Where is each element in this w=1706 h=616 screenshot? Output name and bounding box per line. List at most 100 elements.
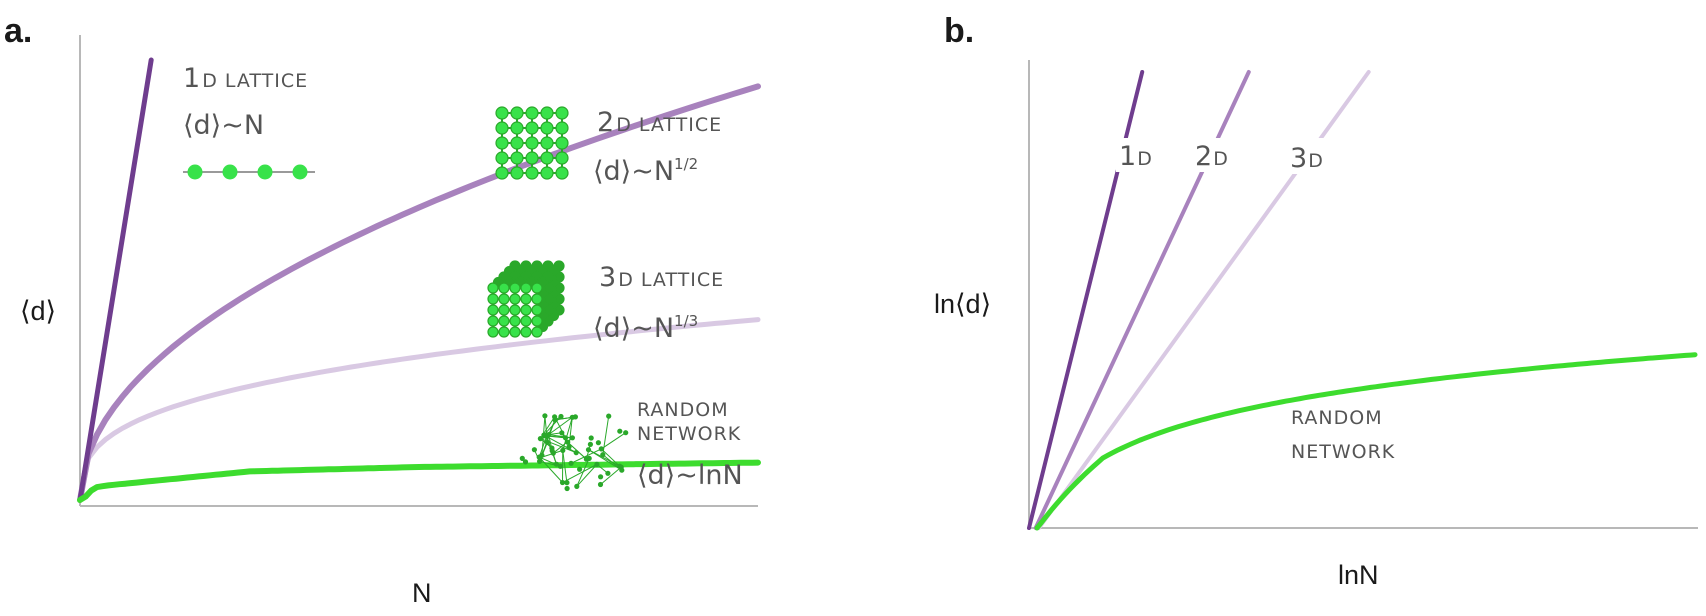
icon-1d-lattice-chain <box>183 164 315 180</box>
lattice-node <box>540 151 554 165</box>
lattice-node <box>510 151 524 165</box>
network-node <box>623 430 629 436</box>
network-node <box>564 485 570 492</box>
network-node <box>574 483 580 489</box>
panel-b: b. ln⟨d⟩ lnN 1D 2D 3D RANDOM NETWORK <box>934 12 1698 590</box>
network-edge <box>570 448 602 464</box>
lattice-node <box>555 121 569 135</box>
lattice-node <box>531 315 543 327</box>
network-edge <box>538 456 563 483</box>
lattice-node <box>540 121 554 135</box>
network-node <box>537 436 544 442</box>
lattice-node <box>555 106 569 120</box>
panel-a-x-label: N <box>412 578 432 608</box>
lattice-node <box>498 293 510 305</box>
series-3d-lattice-curve <box>77 317 761 503</box>
label-random-line2: NETWORK <box>637 423 741 445</box>
lattice-node <box>509 326 521 338</box>
panel-b-y-label: ln⟨d⟩ <box>934 289 991 319</box>
network-edge <box>548 416 573 436</box>
lattice-node <box>525 136 539 150</box>
network-node <box>541 432 547 438</box>
lattice-node <box>555 151 569 165</box>
panel-a-y-label: ⟨d⟩ <box>20 296 56 326</box>
network-node <box>605 470 611 476</box>
network-edge <box>600 466 622 485</box>
lattice-node <box>520 315 532 327</box>
network-edge <box>562 463 598 483</box>
network-node <box>542 413 548 419</box>
label-3d-bg <box>1288 138 1336 174</box>
series-2d-lattice-curve <box>77 83 761 503</box>
network-node <box>597 481 604 488</box>
formula-1d: ⟨d⟩~N <box>183 110 264 141</box>
label-random-line1: RANDOM <box>637 399 729 421</box>
network-node <box>568 460 574 466</box>
network-node <box>559 479 566 486</box>
network-node <box>566 444 572 450</box>
network-node <box>577 466 583 472</box>
panel-b-x-label: lnN <box>1338 560 1379 590</box>
lattice-node <box>525 166 539 180</box>
lattice-node <box>509 293 521 305</box>
lattice-node <box>540 136 554 150</box>
lattice-node <box>187 164 203 180</box>
label-b-3d: 3D <box>1290 143 1324 174</box>
lattice-node <box>495 106 509 120</box>
lattice-node <box>555 136 569 150</box>
lattice-node <box>509 282 521 294</box>
label-b-1d: 1D <box>1119 141 1153 172</box>
network-node <box>598 474 604 480</box>
lattice-node <box>257 164 273 180</box>
network-edge <box>562 450 568 483</box>
network-edge <box>576 458 590 487</box>
lattice-node <box>495 121 509 135</box>
lattice-node <box>510 121 524 135</box>
icon-3d-lattice-cube <box>487 260 565 338</box>
network-node <box>564 480 570 486</box>
label-2d-bg <box>1192 138 1240 172</box>
icon-random-network <box>519 413 629 492</box>
lattice-node <box>520 293 532 305</box>
network-edge <box>543 434 577 454</box>
lattice-node <box>520 304 532 316</box>
panel-a-letter: a. <box>4 12 32 50</box>
lattice-node <box>487 282 499 294</box>
lattice-node <box>510 136 524 150</box>
lattice-node <box>531 282 543 294</box>
lattice-node <box>495 151 509 165</box>
lattice-node <box>487 326 499 338</box>
series-1d-lattice-line <box>77 57 154 503</box>
network-node <box>559 430 565 436</box>
lattice-node <box>525 121 539 135</box>
lattice-node <box>487 293 499 305</box>
lattice-node <box>292 164 308 180</box>
network-edge <box>562 417 573 451</box>
label-1d-bg <box>1116 138 1164 172</box>
network-node <box>606 413 612 419</box>
lattice-node <box>540 106 554 120</box>
network-node <box>544 439 551 445</box>
network-node <box>569 414 575 420</box>
icon-2d-lattice-grid <box>495 106 569 180</box>
formula-random: ⟨d⟩~lnN <box>637 460 743 491</box>
network-node <box>569 435 576 441</box>
lattice-node <box>495 136 509 150</box>
network-node <box>562 435 569 441</box>
network-node <box>588 435 594 441</box>
network-node <box>595 440 602 446</box>
network-edge <box>546 435 573 439</box>
label-b-random-line1: RANDOM <box>1291 407 1383 429</box>
network-node <box>594 461 600 467</box>
network-node <box>617 428 623 434</box>
network-edge <box>576 464 598 487</box>
formula-3d: ⟨d⟩~N1/3 <box>593 312 698 344</box>
network-node <box>531 447 538 453</box>
network-node <box>565 439 571 445</box>
network-node <box>583 456 590 462</box>
network-edge <box>601 432 626 450</box>
lattice-node <box>498 315 510 327</box>
lattice-node <box>531 293 543 305</box>
network-edge <box>600 448 621 467</box>
